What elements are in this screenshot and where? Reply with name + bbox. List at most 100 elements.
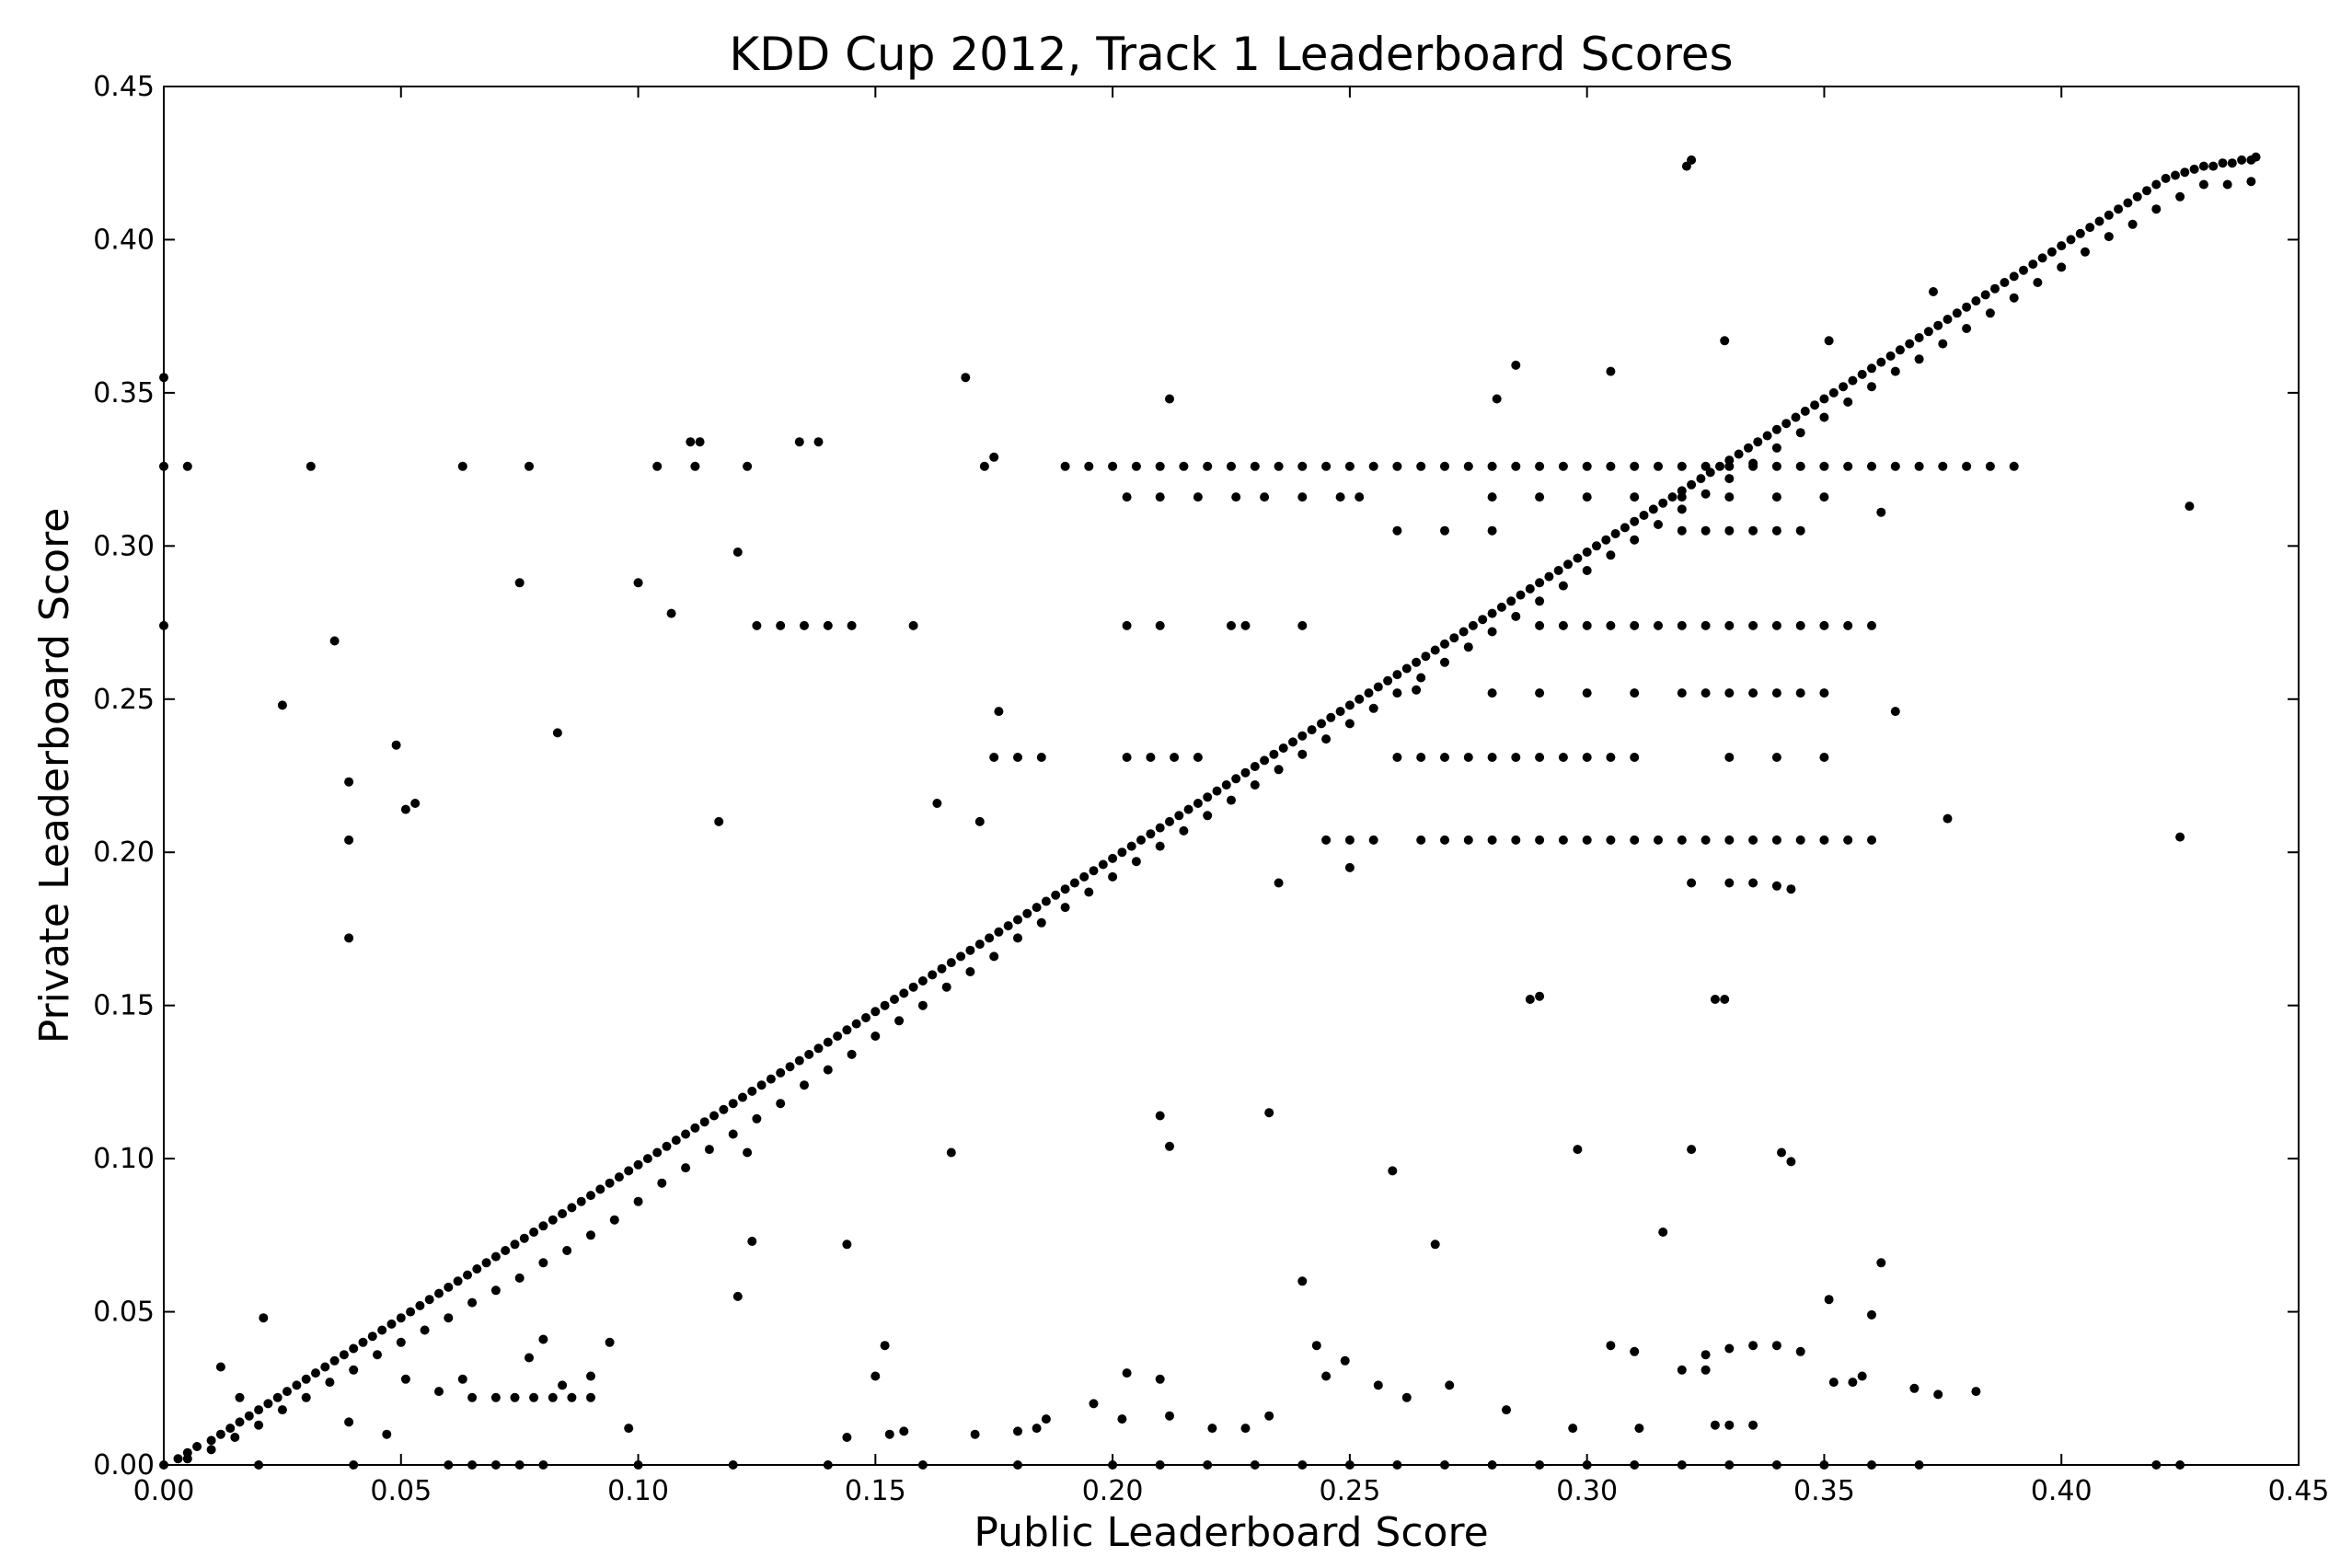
y-tick-label: 0.15 xyxy=(93,990,155,1022)
data-point-266 xyxy=(1250,780,1260,790)
data-point-177 xyxy=(1848,375,1858,386)
data-point-77 xyxy=(899,988,909,998)
data-point-524 xyxy=(961,373,971,383)
data-point-479 xyxy=(467,1392,478,1402)
data-point-316 xyxy=(1227,461,1236,471)
data-point-158 xyxy=(1667,492,1678,502)
data-point-398 xyxy=(1867,620,1876,630)
data-point-203 xyxy=(2094,216,2104,226)
data-point-50 xyxy=(642,1154,652,1164)
data-point-95 xyxy=(1069,878,1079,888)
data-point-130 xyxy=(1401,663,1412,674)
data-point-12 xyxy=(282,1387,292,1397)
data-point-382 xyxy=(1440,525,1449,536)
data-point-377 xyxy=(1724,525,1735,536)
data-point-78 xyxy=(908,982,918,992)
data-point-305 xyxy=(2175,191,2185,202)
data-point-304 xyxy=(2151,204,2162,214)
data-point-578 xyxy=(1492,394,1502,404)
data-point-404 xyxy=(752,620,762,630)
data-point-336 xyxy=(1701,461,1711,471)
data-point-563 xyxy=(1876,1258,1886,1268)
points-layer xyxy=(159,152,2261,1470)
data-point-122 xyxy=(1326,712,1336,722)
data-point-356 xyxy=(690,461,700,471)
data-point-121 xyxy=(1317,719,1326,729)
data-point-280 xyxy=(1582,566,1592,575)
data-point-237 xyxy=(562,1246,572,1255)
data-point-82 xyxy=(946,958,956,968)
data-point-289 xyxy=(1795,428,1805,438)
data-point-601 xyxy=(1340,1355,1350,1366)
data-point-358 xyxy=(979,461,989,471)
data-point-9 xyxy=(254,1405,264,1415)
data-point-129 xyxy=(1392,670,1402,680)
data-point-32 xyxy=(472,1264,482,1274)
data-point-17 xyxy=(329,1355,340,1366)
data-point-117 xyxy=(1278,744,1288,753)
data-point-400 xyxy=(1155,620,1165,630)
data-point-582 xyxy=(747,1237,757,1246)
data-point-319 xyxy=(1297,461,1308,471)
data-point-478 xyxy=(586,1392,595,1402)
data-point-35 xyxy=(501,1246,511,1255)
data-point-291 xyxy=(1843,397,1853,407)
data-point-471 xyxy=(1344,862,1355,872)
data-point-227 xyxy=(325,1378,335,1388)
data-point-393 xyxy=(1748,620,1758,630)
data-point-535 xyxy=(633,578,643,588)
data-point-249 xyxy=(847,1049,857,1059)
data-point-245 xyxy=(752,1113,762,1124)
data-point-60 xyxy=(738,1092,747,1102)
data-point-428 xyxy=(1535,753,1545,762)
data-point-365 xyxy=(1335,492,1345,502)
data-point-238 xyxy=(586,1230,595,1240)
data-point-191 xyxy=(1980,290,1990,300)
data-point-366 xyxy=(1355,492,1365,502)
data-point-22 xyxy=(377,1325,387,1335)
data-point-80 xyxy=(928,970,938,980)
y-tick-label: 0.45 xyxy=(93,71,155,103)
data-point-139 xyxy=(1487,608,1497,618)
data-point-53 xyxy=(671,1136,681,1146)
data-point-142 xyxy=(1516,590,1526,600)
data-point-26 xyxy=(415,1300,425,1310)
data-point-409 xyxy=(908,620,918,630)
data-point-72 xyxy=(851,1019,861,1029)
data-point-331 xyxy=(1582,461,1592,471)
data-point-86 xyxy=(985,933,995,943)
data-point-183 xyxy=(1905,339,1915,349)
data-point-543 xyxy=(1165,394,1174,404)
data-point-624 xyxy=(586,1371,595,1381)
data-point-583 xyxy=(732,1291,743,1301)
data-point-223 xyxy=(230,1433,240,1442)
data-point-132 xyxy=(1421,651,1431,662)
data-point-165 xyxy=(1734,449,1744,459)
data-point-216 xyxy=(2218,158,2228,168)
data-point-228 xyxy=(349,1365,359,1375)
data-point-233 xyxy=(467,1297,478,1308)
data-point-111 xyxy=(1221,780,1231,790)
data-point-242 xyxy=(681,1163,691,1173)
data-point-416 xyxy=(1795,688,1805,698)
data-point-83 xyxy=(956,951,966,962)
data-point-265 xyxy=(1227,795,1236,805)
data-point-299 xyxy=(2033,278,2043,287)
data-point-415 xyxy=(1771,688,1781,698)
data-point-166 xyxy=(1744,443,1753,453)
data-point-277 xyxy=(1511,611,1521,621)
data-point-426 xyxy=(1487,753,1497,762)
data-point-179 xyxy=(1867,363,1876,374)
data-point-1 xyxy=(173,1454,183,1464)
data-point-169 xyxy=(1771,424,1781,434)
data-point-186 xyxy=(1933,320,1943,330)
data-point-302 xyxy=(2104,232,2114,242)
data-point-602 xyxy=(1373,1380,1383,1390)
data-point-440 xyxy=(989,753,999,762)
data-point-317 xyxy=(1250,461,1260,471)
data-point-338 xyxy=(1748,461,1758,471)
data-point-533 xyxy=(552,728,562,738)
y-tick-label: 0.35 xyxy=(93,377,155,409)
data-point-591 xyxy=(970,1429,980,1439)
